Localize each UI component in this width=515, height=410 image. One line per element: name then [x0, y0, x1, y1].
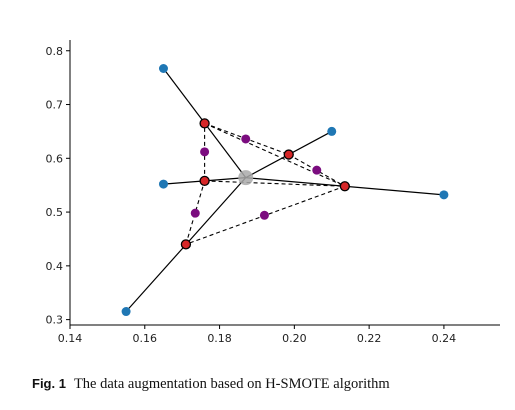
y-tick-label-2: 0.5	[46, 206, 64, 219]
x-tick-label-3: 0.20	[282, 332, 307, 345]
y-tick-label-0: 0.3	[46, 314, 64, 327]
second-synthetic-point-4	[259, 210, 269, 220]
second-synthetic-point-1	[200, 147, 210, 157]
second-synthetic-point-2	[312, 165, 322, 175]
y-tick-label-1: 0.4	[46, 260, 64, 273]
first-synthetic-point-1	[283, 149, 294, 160]
second-synthetic-point-0	[241, 134, 251, 144]
original-point-1	[327, 126, 337, 136]
first-synthetic-point-4	[180, 239, 192, 250]
dashed-line-1	[288, 154, 346, 187]
x-tick-label-5: 0.24	[432, 332, 457, 345]
caption-text: The data augmentation based on H-SMOTE a…	[73, 376, 390, 392]
first-synthetic-point-2	[199, 175, 210, 187]
original-point-4	[121, 307, 131, 317]
center-point	[238, 170, 254, 186]
connection-lines	[125, 68, 444, 312]
figure-caption: Fig. 1 The data augmentation based on H-S…	[32, 376, 502, 393]
y-tick-label-5: 0.8	[46, 45, 64, 58]
x-tick-label-0: 0.14	[58, 332, 83, 345]
x-tick-label-4: 0.22	[357, 332, 382, 345]
first-synthetic-point-3	[339, 181, 350, 192]
caption-label: Fig. 1	[32, 376, 66, 391]
dashed-line-6	[204, 180, 345, 187]
scatter-plot: 0.14 0.16 0.18 0.20 0.22 0.24 0.3 0.4 0.5 0.6 0.7 0…	[46, 40, 500, 345]
original-point-0	[158, 64, 168, 73]
axes: 0.14 0.16 0.18 0.20 0.22 0.24 0.3 0.4 0.5 0.6 0.7 0…	[46, 40, 500, 345]
original-point-2	[158, 179, 168, 189]
y-tick-label-4: 0.7	[46, 99, 64, 112]
dashed-line-5	[204, 122, 346, 187]
x-tick-label-2: 0.18	[207, 332, 232, 345]
first-synthetic-point-0	[199, 118, 210, 129]
x-tick-label-1: 0.16	[133, 332, 158, 345]
y-tick-label-3: 0.6	[46, 152, 64, 165]
original-point-3	[439, 190, 449, 200]
second-synthetic-point-3	[190, 208, 200, 218]
data-points	[121, 64, 449, 317]
